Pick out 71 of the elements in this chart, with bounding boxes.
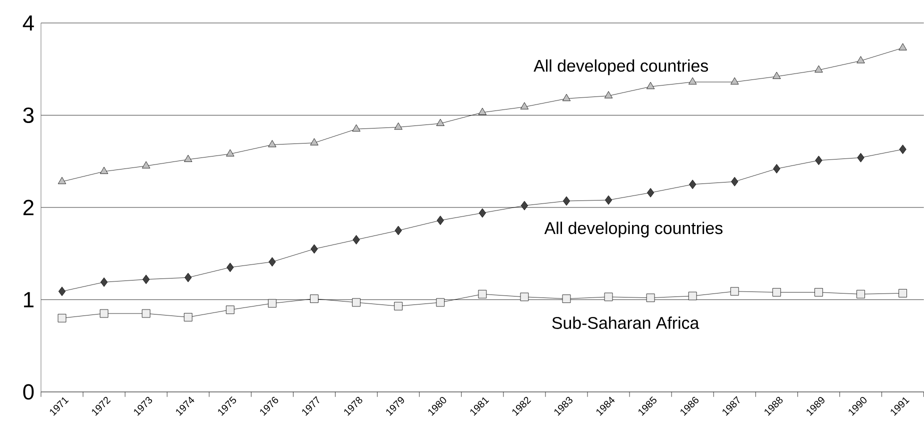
point xyxy=(226,262,234,272)
point xyxy=(562,294,571,303)
point xyxy=(815,156,822,166)
y-tick-label: 3 xyxy=(23,107,34,124)
series-label: Sub-Saharan Africa xyxy=(552,316,700,329)
point xyxy=(646,294,655,302)
point xyxy=(604,292,613,302)
point xyxy=(772,72,781,79)
y-tick-label: 2 xyxy=(23,200,34,216)
point xyxy=(814,65,823,73)
point xyxy=(58,314,66,322)
point xyxy=(520,200,528,210)
point xyxy=(352,124,360,132)
point xyxy=(436,118,444,126)
point xyxy=(184,272,192,282)
point xyxy=(731,176,738,186)
point xyxy=(100,309,108,318)
point xyxy=(856,56,865,64)
series-label: All developing countries xyxy=(544,222,722,238)
point xyxy=(856,290,865,298)
point xyxy=(142,274,150,284)
point xyxy=(604,91,613,98)
point xyxy=(142,309,150,318)
point xyxy=(268,299,276,308)
point xyxy=(772,288,781,297)
point xyxy=(688,77,697,84)
point xyxy=(689,180,696,190)
point xyxy=(857,153,864,162)
point xyxy=(310,294,318,303)
point xyxy=(898,289,907,298)
point xyxy=(730,287,739,296)
point xyxy=(436,216,444,226)
point xyxy=(268,140,276,148)
point xyxy=(352,235,360,244)
point xyxy=(184,154,192,162)
point xyxy=(100,278,108,287)
point xyxy=(562,94,571,102)
series-label: All developed countries xyxy=(534,59,708,76)
point xyxy=(310,138,318,146)
y-tick-label: 1 xyxy=(24,292,34,308)
point xyxy=(814,288,823,297)
point xyxy=(604,195,612,205)
point xyxy=(562,196,570,206)
point xyxy=(899,144,906,154)
point xyxy=(268,257,276,267)
point xyxy=(100,166,108,174)
point xyxy=(646,82,655,90)
point xyxy=(478,108,486,115)
point xyxy=(352,298,360,307)
point xyxy=(436,298,445,307)
point xyxy=(520,102,529,110)
point xyxy=(310,244,318,254)
point xyxy=(898,43,907,50)
point xyxy=(478,208,486,218)
point xyxy=(142,161,150,168)
point xyxy=(58,176,66,184)
point xyxy=(394,122,402,130)
point xyxy=(394,302,403,310)
point xyxy=(226,149,234,156)
point xyxy=(478,290,487,298)
point xyxy=(394,226,402,236)
point xyxy=(688,292,697,300)
point xyxy=(226,306,234,314)
y-tick-label: 4 xyxy=(22,15,34,31)
point xyxy=(646,188,654,198)
point xyxy=(520,292,529,302)
point xyxy=(730,77,739,84)
y-tick-label: 0 xyxy=(23,384,34,400)
point xyxy=(184,313,192,322)
point xyxy=(58,286,66,296)
point xyxy=(773,164,780,174)
